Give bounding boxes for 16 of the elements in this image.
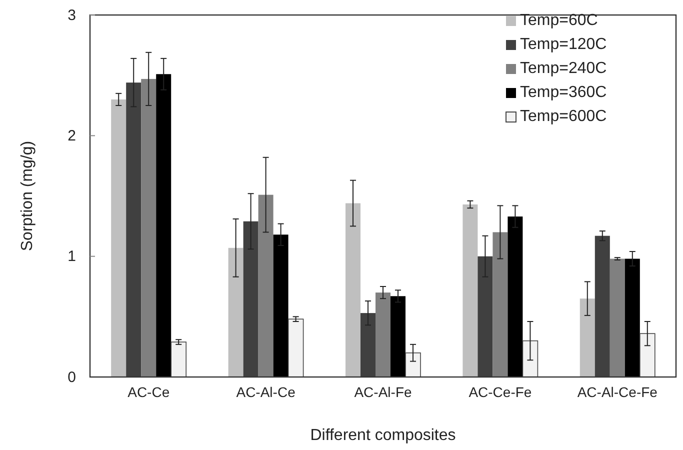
y-tick-label: 2: [68, 127, 76, 144]
x-axis-title: Different composites: [310, 427, 456, 444]
x-tick-label: AC-Ce-Fe: [468, 384, 532, 400]
y-tick-label: 3: [68, 6, 76, 24]
legend-label: Temp=120C: [520, 36, 607, 53]
x-tick-label: AC-Al-Ce: [236, 384, 296, 400]
y-tick-label: 0: [68, 368, 76, 386]
y-axis-title: Sorption (mg/g): [19, 140, 36, 252]
y-tick-label: 1: [68, 248, 76, 266]
x-tick-label: AC-Ce: [128, 384, 170, 400]
x-tick-label: AC-Al-Fe: [354, 384, 412, 400]
legend-label: Temp=360C: [520, 84, 607, 101]
legend-label: Temp=240C: [520, 60, 607, 77]
legend-label: Temp=600C: [520, 108, 607, 125]
legend-label: Temp=60C: [520, 12, 598, 29]
x-tick-label: AC-Al-Ce-Fe: [577, 384, 658, 400]
